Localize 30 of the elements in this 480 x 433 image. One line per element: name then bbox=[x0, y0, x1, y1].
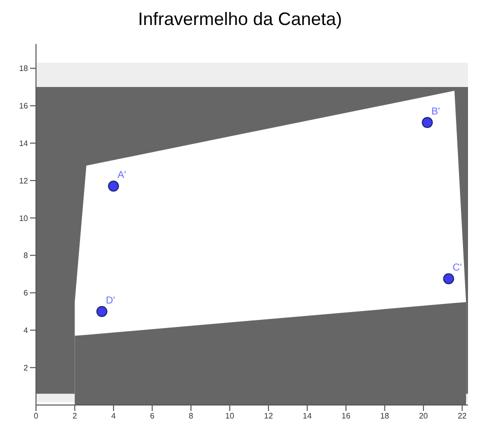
x-tick-label: 20 bbox=[418, 412, 428, 421]
point bbox=[96, 306, 108, 317]
point bbox=[422, 117, 433, 128]
point bbox=[108, 180, 119, 192]
x-tick-label: 18 bbox=[380, 412, 390, 421]
annotation: A' bbox=[117, 170, 126, 182]
annotation: B' bbox=[431, 106, 440, 118]
y-tick-label: 4 bbox=[24, 326, 29, 336]
y-tick-label: 6 bbox=[24, 288, 29, 298]
annotation: C' bbox=[452, 262, 462, 274]
x-tick-label: 22 bbox=[458, 412, 468, 421]
y-tick-label: 8 bbox=[24, 251, 29, 260]
x-tick-label: 14 bbox=[302, 412, 312, 421]
x-tick-label: 12 bbox=[264, 412, 274, 421]
y-tick-label: 16 bbox=[19, 102, 29, 111]
y-tick-label: 12 bbox=[19, 176, 29, 186]
point bbox=[443, 273, 454, 284]
y-tick-label: 18 bbox=[19, 64, 29, 74]
x-tick-label: 6 bbox=[150, 412, 156, 421]
x-tick-label: 8 bbox=[188, 412, 194, 421]
y-tick-label: 10 bbox=[19, 214, 29, 223]
x-tick-label: 16 bbox=[342, 412, 351, 421]
x-tick-label: 2 bbox=[72, 412, 78, 421]
y-tick-label: 14 bbox=[19, 138, 29, 148]
x-tick-label: 0 bbox=[34, 412, 39, 421]
x-tick-label: 4 bbox=[111, 412, 116, 421]
x-tick-label: 10 bbox=[225, 412, 235, 421]
y-tick-label: 2 bbox=[24, 363, 29, 372]
chart-title: Infravermelho da Caneta) bbox=[136, 8, 344, 30]
annotation: D' bbox=[106, 295, 116, 306]
